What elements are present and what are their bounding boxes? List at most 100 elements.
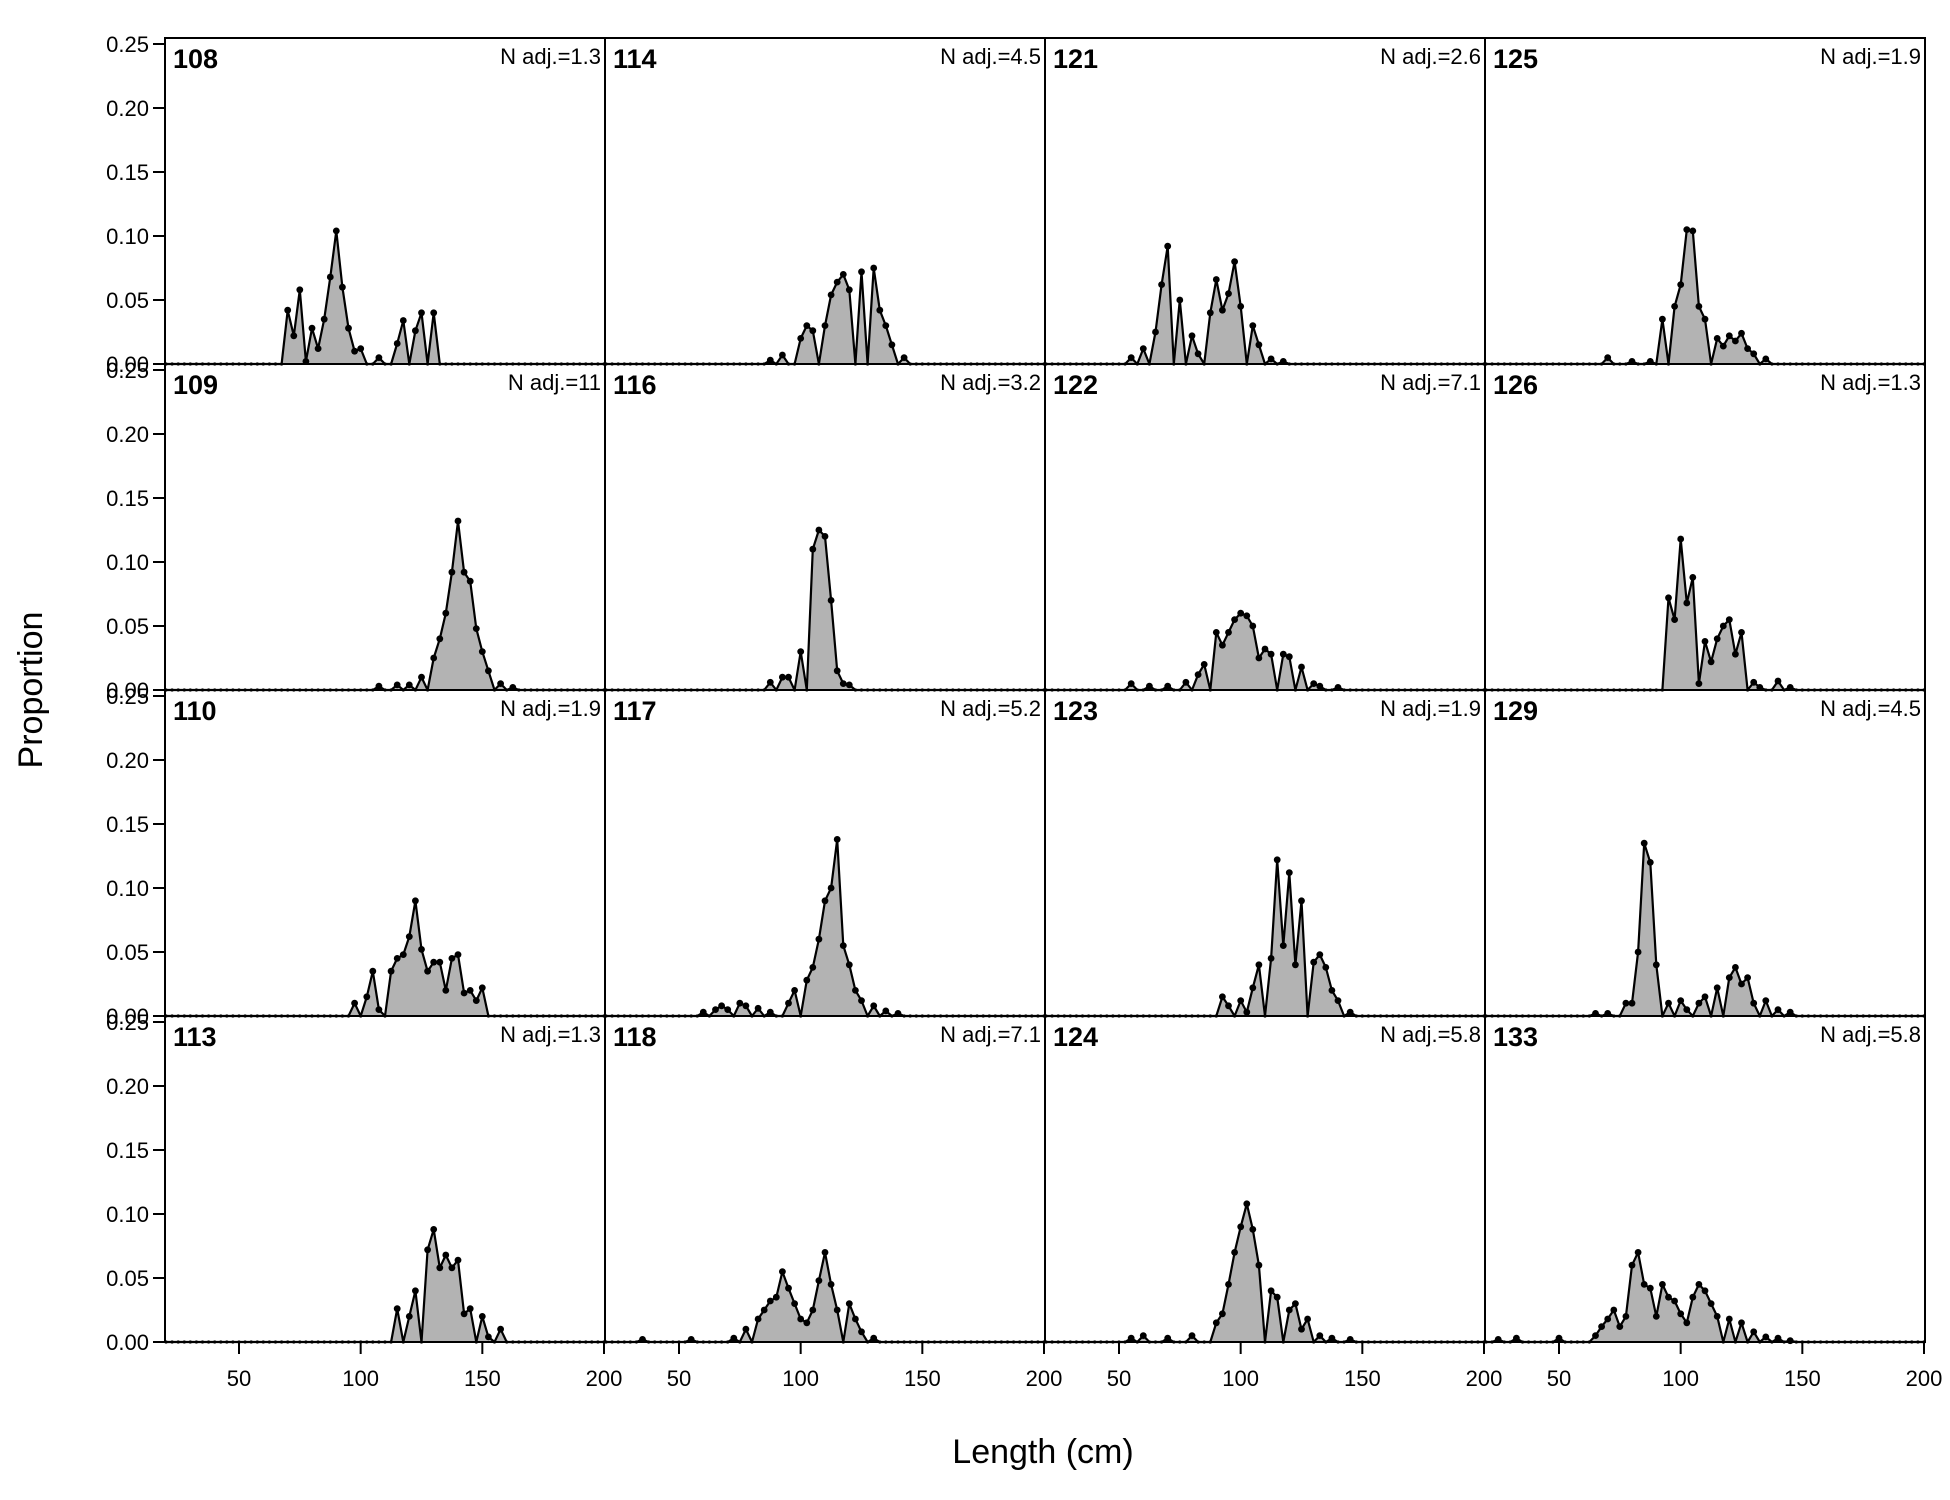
data-point <box>1677 1310 1685 1318</box>
data-point <box>418 946 425 953</box>
panel-id-label: 125 <box>1493 44 1538 74</box>
panel-id-label: 124 <box>1053 1022 1098 1052</box>
data-point <box>1774 677 1782 685</box>
data-point <box>393 1305 401 1313</box>
panel-id-label: 113 <box>173 1022 217 1052</box>
panel-n-label: N adj.=7.1 <box>940 1022 1041 1047</box>
panel-n-label: N adj.=2.6 <box>1380 44 1481 69</box>
data-point <box>1267 650 1275 658</box>
y-tick-label: 0.10 <box>106 224 149 249</box>
y-tick-label: 0.25 <box>106 684 149 709</box>
data-point <box>1774 1334 1782 1342</box>
data-point <box>1346 1008 1354 1016</box>
data-point <box>1713 635 1721 643</box>
data-point <box>460 568 468 576</box>
data-point <box>1628 1261 1636 1269</box>
data-point <box>1738 629 1745 636</box>
data-point <box>1671 1297 1678 1305</box>
data-point <box>852 987 859 994</box>
data-point <box>472 625 480 632</box>
data-point <box>1640 1281 1648 1288</box>
y-tick-label: 0.15 <box>106 1138 149 1163</box>
data-point <box>1249 322 1257 329</box>
data-point <box>485 667 492 675</box>
x-tick-label: 100 <box>342 1366 379 1391</box>
data-point <box>803 322 811 329</box>
data-point <box>1701 993 1709 1001</box>
data-point <box>405 1313 413 1320</box>
data-point <box>827 291 835 299</box>
data-point <box>424 1246 431 1254</box>
data-point <box>1200 661 1208 668</box>
data-point <box>1695 1281 1703 1288</box>
data-point <box>736 999 744 1007</box>
data-point <box>1194 671 1202 678</box>
data-point <box>466 987 474 994</box>
data-point <box>430 309 438 317</box>
data-point <box>442 987 450 994</box>
panel-113: 113 N adj.=1.3 <box>164 1015 606 1344</box>
panel-n-label: N adj.=1.3 <box>1820 370 1921 395</box>
x-tick-label: 50 <box>227 1366 251 1391</box>
data-point <box>1225 290 1232 297</box>
data-point <box>1604 354 1612 361</box>
data-point <box>1786 1337 1794 1345</box>
x-tick-label: 100 <box>1222 1366 1259 1391</box>
data-point <box>478 984 486 992</box>
data-point <box>1304 1315 1311 1323</box>
x-tick-label: 50 <box>667 1366 691 1391</box>
y-tick-label: 0.25 <box>106 358 149 383</box>
data-point <box>1671 303 1678 310</box>
y-tick-label: 0.20 <box>106 422 149 447</box>
panel-n-label: N adj.=1.9 <box>1820 44 1921 69</box>
panel-133: 133 N adj.=5.8 <box>1484 1015 1926 1345</box>
data-point <box>876 306 884 314</box>
data-point <box>351 999 358 1007</box>
data-point <box>1786 1008 1794 1016</box>
data-point <box>1255 654 1263 662</box>
panel-id-label: 110 <box>173 696 217 726</box>
data-point <box>845 961 853 969</box>
data-point <box>1225 1002 1232 1010</box>
data-point <box>785 673 792 681</box>
series-area <box>606 839 1044 1016</box>
data-point <box>405 681 413 689</box>
x-tick-label: 150 <box>1784 1366 1821 1391</box>
data-point <box>1659 1281 1666 1288</box>
data-point <box>1689 574 1697 581</box>
data-point <box>1279 942 1287 949</box>
panel-id-label: 118 <box>613 1022 657 1052</box>
data-point <box>1665 1293 1672 1301</box>
data-point <box>1683 599 1691 607</box>
data-point <box>1225 1281 1232 1288</box>
data-point <box>712 1006 719 1013</box>
data-point <box>308 324 316 332</box>
data-point <box>1665 999 1672 1007</box>
data-point <box>1683 226 1691 234</box>
data-point <box>1646 859 1654 866</box>
data-point <box>1212 629 1220 636</box>
x-tick-label: 200 <box>1906 1366 1943 1391</box>
data-point <box>1646 1284 1654 1292</box>
x-axis-title: Length (cm) <box>952 1433 1133 1471</box>
data-point <box>1188 1332 1196 1339</box>
data-point <box>1725 616 1733 623</box>
data-point <box>1725 1315 1733 1323</box>
data-point <box>1738 1319 1745 1327</box>
data-point <box>424 967 431 975</box>
data-point <box>833 836 841 843</box>
data-point <box>699 1008 707 1016</box>
panel-n-label: N adj.=11 <box>508 370 601 395</box>
data-point <box>320 315 328 323</box>
data-point <box>460 1310 468 1318</box>
data-point <box>797 1315 805 1323</box>
data-point <box>839 680 847 687</box>
y-tick-label: 0.20 <box>106 96 149 121</box>
series-area <box>606 530 1044 690</box>
data-point <box>1292 961 1299 969</box>
x-tick-label: 100 <box>782 1366 819 1391</box>
data-point <box>448 955 456 962</box>
series-area <box>606 1252 1044 1342</box>
data-point <box>1255 341 1263 349</box>
data-point <box>1127 680 1135 687</box>
